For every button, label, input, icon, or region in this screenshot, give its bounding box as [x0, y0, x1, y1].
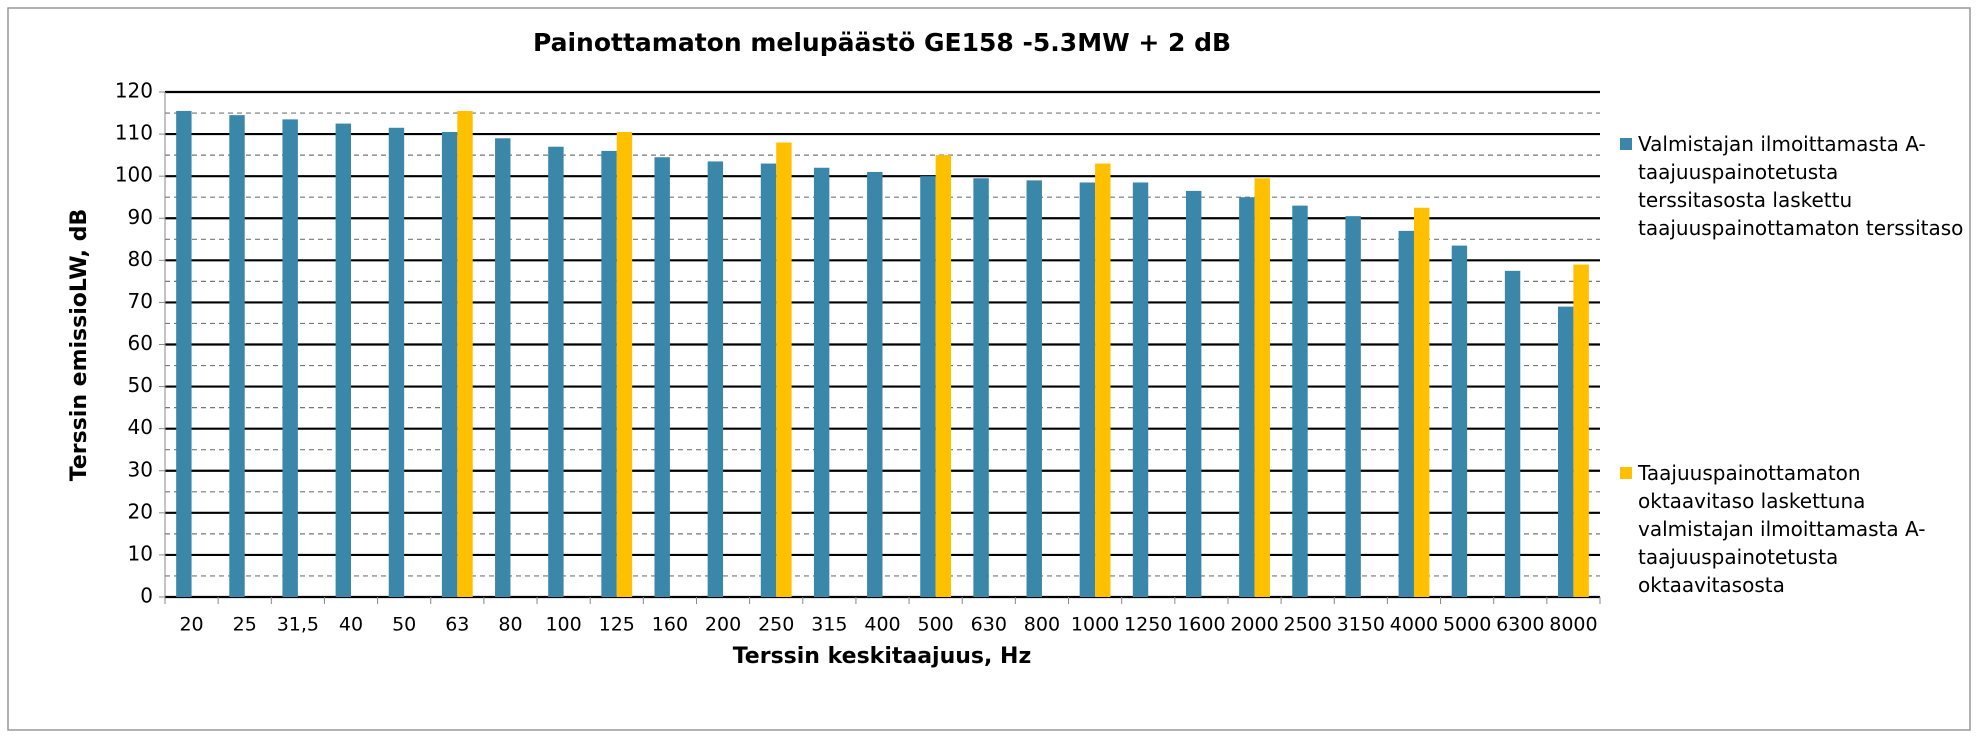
y-tick-label: 110 — [115, 121, 153, 145]
bar — [1254, 178, 1270, 598]
bar — [282, 119, 298, 598]
x-tick-label: 2000 — [1230, 614, 1278, 636]
x-tick-label: 1000 — [1071, 614, 1119, 636]
bar — [601, 150, 617, 597]
y-tick-label: 0 — [140, 584, 153, 608]
x-tick-label: 1250 — [1124, 614, 1172, 636]
x-tick-label: 25 — [233, 614, 257, 636]
x-tick-label: 2500 — [1284, 614, 1332, 636]
y-tick-label: 10 — [128, 541, 153, 565]
bar — [920, 176, 936, 597]
bar — [441, 131, 458, 597]
x-tick-label: 6300 — [1496, 614, 1544, 636]
x-tick-label: 125 — [599, 614, 635, 636]
x-tick-label: 4000 — [1390, 614, 1438, 636]
bar — [1558, 306, 1574, 597]
bar — [1132, 182, 1149, 597]
x-tick-label: 100 — [545, 614, 581, 636]
bar — [335, 123, 352, 597]
x-tick-label: 20 — [179, 614, 203, 636]
bar — [973, 178, 989, 598]
bar — [1573, 264, 1589, 597]
bar — [1413, 207, 1430, 597]
x-tick-label: 500 — [918, 614, 954, 636]
legend-swatch — [1620, 467, 1632, 479]
bar — [1185, 190, 1202, 598]
legend-swatch — [1620, 138, 1632, 150]
bar — [654, 157, 670, 597]
y-tick-label: 20 — [128, 499, 153, 523]
legend-label: Taajuuspainottamaton oktaavitaso laskett… — [1638, 461, 1926, 597]
x-axis-title: Terssin keskitaajuus, Hz — [733, 644, 1032, 669]
legend-label: Valmistajan ilmoittamasta A-taajuuspaino… — [1638, 132, 1964, 240]
legend-entry: Valmistajan ilmoittamasta A-taajuuspaino… — [1620, 130, 1972, 242]
y-tick-label: 120 — [115, 79, 153, 103]
chart-title: Painottamaton melupäästö GE158 -5.3MW + … — [533, 28, 1231, 57]
bar — [176, 110, 192, 597]
legend-entry: Taajuuspainottamaton oktaavitaso laskett… — [1620, 459, 1972, 599]
x-tick-label: 5000 — [1443, 614, 1491, 636]
bar — [813, 167, 830, 597]
y-tick-label: 80 — [128, 247, 153, 271]
bar — [776, 142, 792, 597]
y-tick-label: 100 — [115, 163, 153, 187]
bar — [388, 127, 405, 597]
y-tick-label: 50 — [128, 373, 153, 397]
y-tick-label: 30 — [128, 457, 153, 481]
bar — [548, 146, 564, 598]
y-tick-label: 60 — [128, 331, 153, 355]
bar — [1504, 270, 1521, 597]
bar — [1095, 163, 1111, 597]
x-tick-label: 800 — [1024, 614, 1060, 636]
bar — [1451, 245, 1468, 597]
x-tick-label: 31,5 — [277, 614, 319, 636]
chart-border — [7, 7, 1971, 731]
bar — [760, 163, 777, 597]
bar — [616, 131, 633, 597]
y-axis-title: Terssin emissioLW, dB — [67, 209, 92, 481]
x-tick-label: 315 — [811, 614, 847, 636]
bar — [1079, 182, 1096, 597]
bar — [707, 161, 724, 597]
x-tick-label: 250 — [758, 614, 794, 636]
x-tick-label: 630 — [971, 614, 1007, 636]
bar — [229, 115, 245, 597]
bar — [1239, 197, 1255, 598]
x-tick-label: 80 — [498, 614, 522, 636]
y-tick-label: 70 — [128, 289, 153, 313]
y-tick-label: 40 — [128, 415, 153, 439]
bar — [495, 138, 511, 597]
x-tick-label: 160 — [652, 614, 688, 636]
bar — [457, 110, 473, 597]
y-tick-label: 90 — [128, 205, 153, 229]
x-tick-label: 63 — [445, 614, 469, 636]
x-tick-label: 1600 — [1177, 614, 1225, 636]
bar — [935, 155, 952, 597]
x-tick-label: 50 — [392, 614, 416, 636]
bar — [867, 171, 883, 598]
x-tick-label: 3150 — [1337, 614, 1385, 636]
x-tick-label: 40 — [339, 614, 363, 636]
x-tick-label: 8000 — [1549, 614, 1597, 636]
x-tick-label: 400 — [864, 614, 900, 636]
bar — [1026, 180, 1042, 597]
bar — [1345, 216, 1361, 598]
bar — [1292, 205, 1308, 597]
x-tick-label: 200 — [705, 614, 741, 636]
bar — [1398, 230, 1414, 597]
